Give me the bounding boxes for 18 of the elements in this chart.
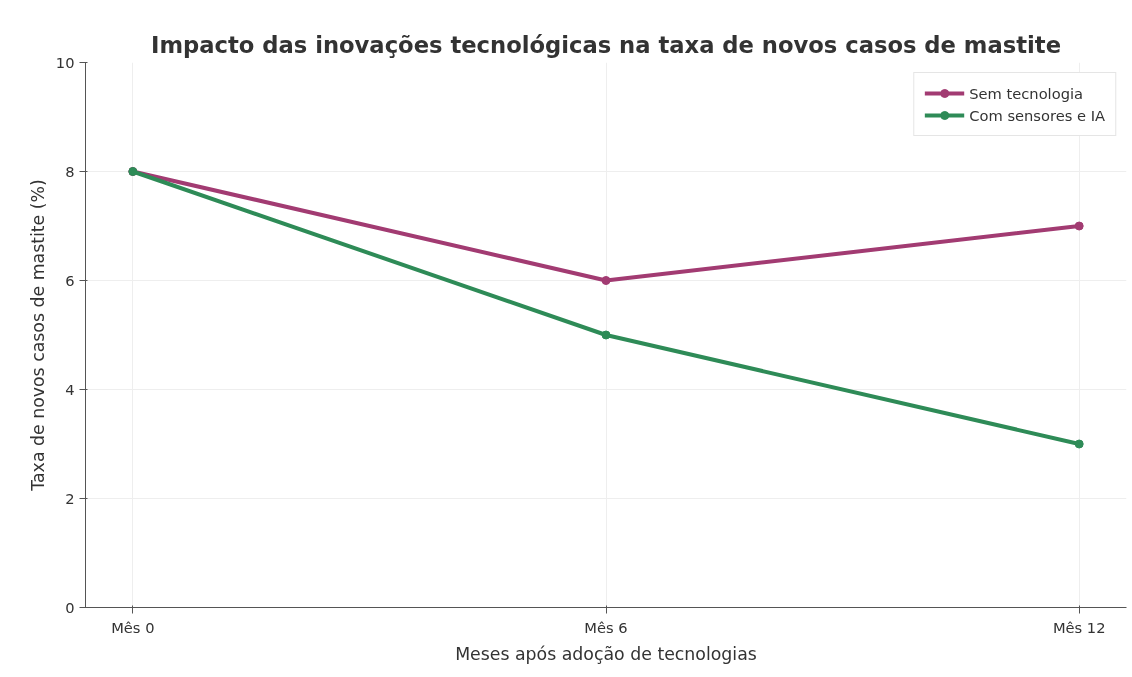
y-tick-label: 0 — [65, 598, 75, 616]
point — [1074, 221, 1084, 231]
y-tick-label: 6 — [65, 271, 75, 289]
x-tick-label: Mês 0 — [111, 618, 155, 636]
legend-label: Com sensores e IA — [969, 106, 1105, 124]
point — [1074, 439, 1084, 449]
x-axis-title: Meses após adoção de tecnologias — [455, 643, 757, 664]
point — [601, 330, 611, 340]
y-tick-label: 4 — [65, 380, 75, 398]
y-axis-title: Taxa de novos casos de mastite (%) — [27, 179, 48, 492]
y-tick-label: 10 — [55, 53, 75, 71]
legend-label: Sem tecnologia — [969, 84, 1083, 102]
x-tick-label: Mês 6 — [584, 618, 628, 636]
y-tick-label: 2 — [65, 489, 75, 507]
y-tick-label: 8 — [65, 162, 75, 180]
point — [601, 276, 611, 285]
x-tick-label: Mês 12 — [1052, 618, 1106, 636]
chart-title: Impacto das inovações tecnológicas na taxa de novos casos de mastite — [151, 31, 1062, 58]
